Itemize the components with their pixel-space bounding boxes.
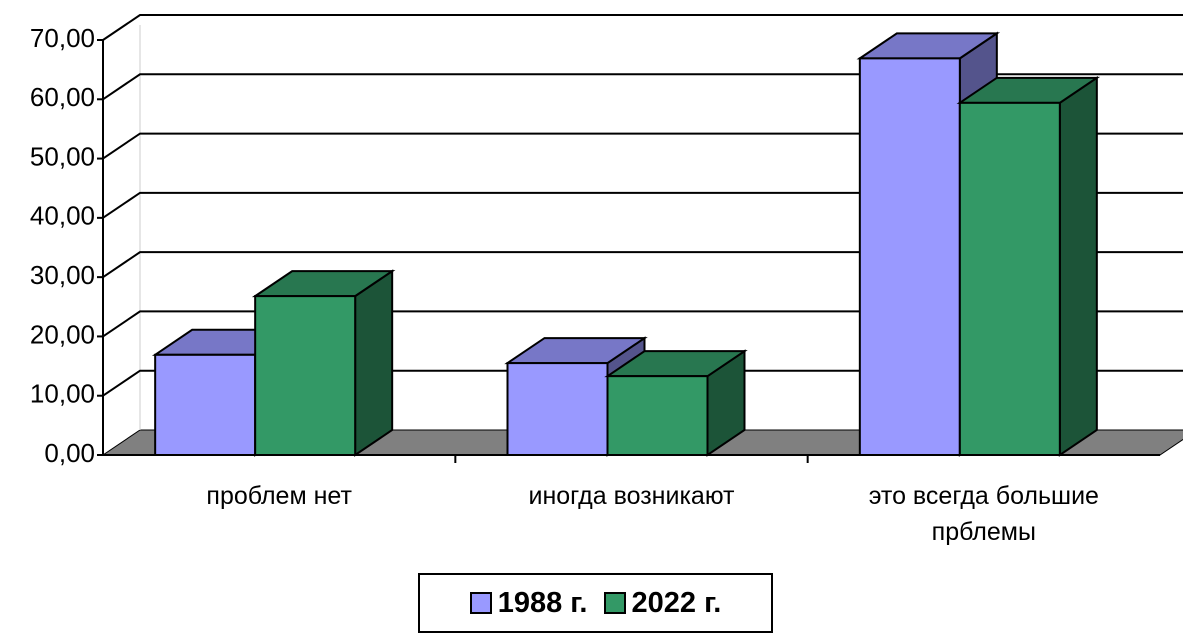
bar <box>604 349 748 457</box>
grid-line <box>102 73 1183 101</box>
y-tick-label: 0,00 <box>44 438 95 468</box>
y-tick-label: 60,00 <box>30 82 95 112</box>
y-tick-label: 70,00 <box>30 23 95 53</box>
bar-side <box>1058 75 1098 457</box>
bar-side <box>354 269 394 457</box>
bar-front <box>254 295 357 456</box>
y-tick-label: 20,00 <box>30 319 95 349</box>
y-tick-label: 40,00 <box>30 201 95 231</box>
bar-front <box>506 362 609 457</box>
x-tick-label: иногда возникают <box>528 482 735 510</box>
x-tick-label: это всегда большие прблемы <box>868 482 1099 546</box>
legend-label: 2022 г. <box>631 586 722 619</box>
grid-line <box>102 191 1183 219</box>
grid-line <box>102 132 1183 160</box>
bar <box>956 75 1101 457</box>
legend-item: 2022 г. <box>603 586 722 620</box>
bar <box>251 269 396 457</box>
grid-line <box>102 14 1183 41</box>
grid-line <box>102 310 1183 338</box>
bar-front <box>858 57 961 456</box>
legend: 1988 г. 2022 г. <box>418 573 773 633</box>
bar-front <box>958 101 1061 456</box>
grid-line <box>102 369 1183 397</box>
y-tick-label: 10,00 <box>30 379 95 409</box>
grid-line <box>102 251 1183 278</box>
bar-front <box>154 353 257 456</box>
x-tick-label: проблем нет <box>206 482 352 510</box>
y-tick-label: 30,00 <box>30 260 95 290</box>
legend-item: 1988 г. <box>469 586 588 620</box>
legend-swatch <box>469 592 492 614</box>
bar-front <box>606 375 709 456</box>
legend-label: 1988 г. <box>497 586 588 619</box>
y-tick-label: 50,00 <box>30 141 95 171</box>
legend-swatch <box>603 592 626 614</box>
